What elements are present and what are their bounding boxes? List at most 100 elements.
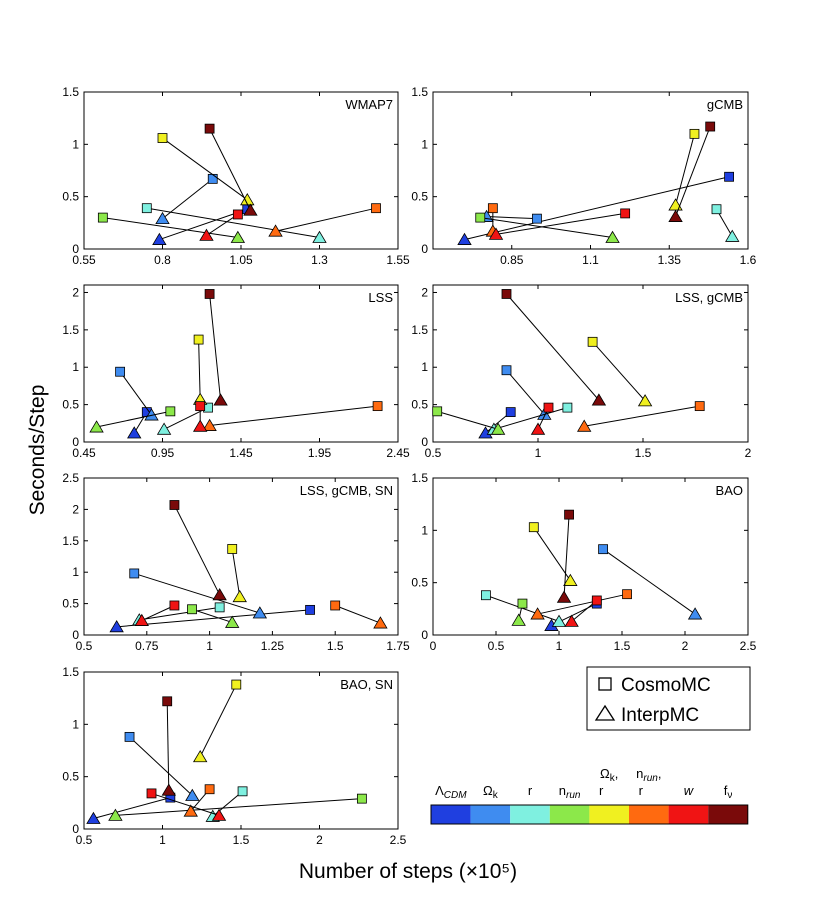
cosmomc-point	[562, 402, 573, 413]
x-tick-label: 1.5	[635, 446, 652, 460]
interpmc-point	[530, 607, 545, 620]
pair-connector	[537, 593, 628, 615]
pair-connector	[495, 212, 626, 235]
pair-connector	[675, 133, 695, 206]
interpmc-point	[530, 422, 546, 435]
x-tick-label: 1.3	[311, 253, 328, 267]
x-tick-label: 1	[556, 639, 563, 653]
pair-connector	[506, 369, 545, 415]
pair-connector	[163, 407, 209, 430]
y-tick-label: 1.5	[411, 471, 428, 485]
y-tick-label: 1.5	[62, 85, 79, 99]
pair-connector	[506, 293, 600, 401]
colorbar-segment	[470, 805, 511, 824]
x-tick-label: 1	[159, 833, 166, 847]
colorbar-label: w	[684, 783, 695, 798]
y-tick-label: 1	[72, 137, 79, 151]
y-tick-label: 1	[72, 717, 79, 731]
interpmc-point	[86, 811, 101, 824]
x-tick-label: 0.5	[488, 639, 505, 653]
y-tick-label: 0.5	[411, 576, 428, 590]
interpmc-point	[211, 808, 227, 821]
pair-connector	[93, 797, 171, 820]
cosmomc-point	[214, 602, 225, 613]
pair-connector	[198, 339, 201, 400]
pair-connector	[141, 605, 175, 622]
interpmc-point	[156, 422, 172, 435]
y-tick-label: 1.5	[62, 323, 79, 337]
cosmomc-point	[165, 406, 176, 417]
cosmomc-point	[195, 401, 206, 412]
cosmomc-point	[711, 204, 722, 215]
pair-connector	[96, 410, 171, 428]
interpmc-point	[373, 616, 388, 629]
colorbar-frame	[430, 804, 749, 825]
cosmomc-point	[724, 171, 734, 182]
y-axis-label: Seconds/Step	[26, 385, 49, 516]
interpmc-point	[213, 393, 228, 406]
pair-connector	[480, 217, 613, 238]
pair-connector	[231, 548, 241, 597]
y-tick-label: 0.5	[411, 190, 428, 204]
y-tick-label: 1.5	[411, 323, 428, 337]
plot-frame	[432, 91, 749, 250]
cosmomc-point	[564, 509, 574, 520]
pair-connector	[584, 405, 700, 427]
x-tick-label: 1.55	[386, 253, 410, 267]
legend-label: CosmoMC	[621, 675, 711, 696]
y-tick-label: 1	[421, 137, 428, 151]
cosmomc-point	[157, 133, 168, 143]
panel-title: LSS, gCMB	[675, 290, 743, 305]
colorbar-segment	[510, 805, 550, 824]
plot-frame	[83, 477, 399, 636]
cosmomc-point	[372, 401, 383, 412]
pair-connector	[209, 293, 222, 401]
x-tick-label: 2	[682, 639, 689, 653]
cosmomc-point	[620, 208, 631, 219]
y-tick-label: 1	[421, 360, 428, 374]
cosmomc-point	[591, 595, 602, 606]
interpmc-point	[252, 606, 268, 619]
x-tick-label: 1.45	[229, 446, 253, 460]
colorbar-label-line2: r	[599, 783, 604, 798]
cosmomc-point	[124, 731, 135, 742]
pair-connector	[102, 217, 238, 238]
interpmc-point	[199, 228, 214, 241]
cosmomc-point	[371, 203, 381, 214]
x-tick-label: 1.25	[261, 639, 285, 653]
y-tick-label: 0	[72, 628, 79, 642]
pair-connector	[464, 176, 730, 241]
interpmc-point	[725, 229, 740, 242]
interpmc-point	[108, 808, 123, 821]
interpmc-point	[192, 419, 208, 432]
interpmc-point	[511, 613, 526, 626]
cosmomc-point	[501, 365, 512, 376]
x-tick-label: 0	[430, 639, 437, 653]
plot-frame	[83, 91, 399, 250]
interpmc-point	[564, 614, 579, 627]
interpmc-point	[183, 804, 198, 817]
pair-connector	[335, 605, 381, 624]
interpmc-point	[202, 418, 217, 431]
interpmc-point	[312, 230, 327, 243]
x-tick-label: 0.45	[72, 446, 96, 460]
pair-connector	[602, 548, 696, 615]
y-tick-label: 1	[421, 523, 428, 537]
cosmomc-point	[356, 793, 367, 804]
x-axis-label: Number of steps (×10⁵)	[299, 860, 517, 883]
cosmomc-point	[146, 788, 157, 799]
plot-frame	[432, 284, 749, 443]
y-tick-label: 0	[421, 435, 428, 449]
cosmomc-point	[227, 544, 238, 554]
cosmomc-point	[187, 604, 197, 615]
pair-connector	[146, 207, 320, 238]
plot-frame	[432, 477, 749, 636]
pair-connector	[115, 798, 362, 816]
panel-title: WMAP7	[345, 97, 393, 112]
y-tick-label: 0.5	[62, 398, 79, 412]
colorbar-segment	[549, 805, 590, 824]
x-tick-label: 0.85	[500, 253, 524, 267]
pair-connector	[493, 407, 568, 430]
